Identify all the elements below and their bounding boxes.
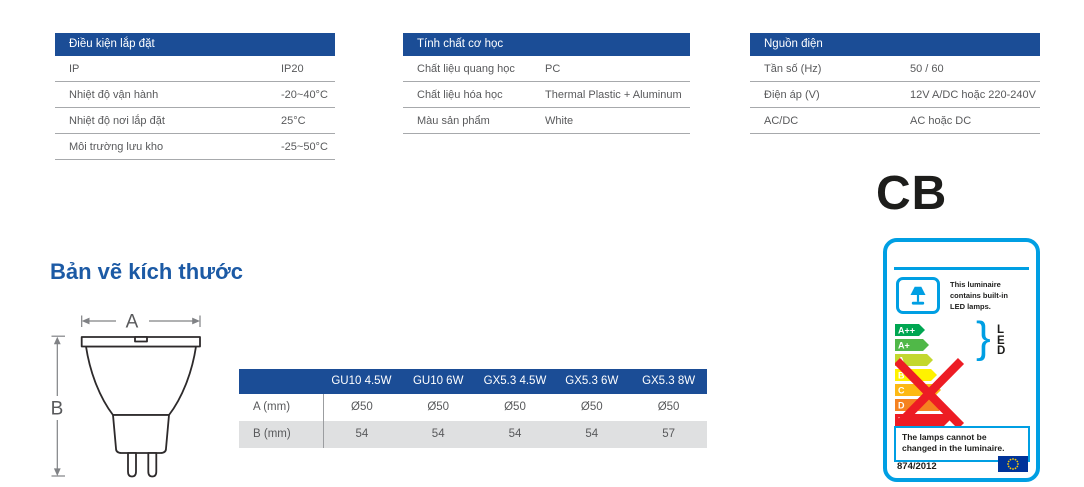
table-mechanical-properties: Tính chất cơ học Chất liệu quang học PC …	[403, 33, 690, 134]
lamps-note: The lamps cannot be changed in the lumin…	[894, 426, 1030, 462]
class-letter: B	[898, 371, 905, 381]
led-letter: E	[997, 334, 1005, 347]
table-row: Nhiệt độ nơi lắp đặt 25°C	[55, 108, 335, 134]
row-value: 50 / 60	[910, 62, 944, 75]
row-value: IP20	[281, 62, 304, 75]
table-row: Nhiệt độ vận hành -20~40°C	[55, 82, 335, 108]
table-title: Nguồn điện	[750, 33, 1040, 56]
column-header: GX5.3 6W	[565, 375, 619, 387]
table-title: Điều kiện lắp đặt	[55, 33, 335, 56]
dimension-section-title: Bản vẽ kích thước	[50, 259, 243, 284]
led-letter: D	[997, 345, 1006, 357]
cell-value: 57	[662, 428, 675, 440]
row-value: 25°C	[281, 114, 306, 127]
row-label: Màu sản phẩm	[417, 114, 490, 127]
row-value: AC hoặc DC	[910, 114, 972, 127]
row-value: -20~40°C	[281, 88, 328, 101]
row-label: IP	[69, 62, 80, 75]
table-row-b: B (mm) 54 54 54 54 57	[239, 421, 707, 448]
row-label: Nhiệt độ vận hành	[69, 88, 159, 101]
table-row: IP IP20	[55, 56, 335, 82]
cell-value: 54	[508, 428, 522, 440]
dim-label-b: B	[51, 399, 64, 420]
table-row: Môi trường lưu kho -25~50°C	[55, 134, 335, 160]
class-arrow	[895, 324, 925, 336]
class-letter: A++	[898, 326, 915, 336]
table-row: Tần số (Hz) 50 / 60	[750, 56, 1040, 82]
eu-energy-label: This luminaire contains built-in LED lam…	[883, 238, 1040, 482]
luminaire-info-text: This luminaire contains built-in LED lam…	[950, 280, 1008, 311]
column-header: GX5.3 8W	[642, 375, 696, 387]
dimensions-table: GU10 4.5W GU10 6W GX5.3 4.5W GX5.3 6W GX…	[239, 369, 707, 448]
class-arrow	[895, 339, 929, 351]
cell-value: Ø50	[427, 401, 450, 413]
table-row-a: A (mm) Ø50 Ø50 Ø50 Ø50 Ø50	[239, 394, 707, 421]
luminaire-icon-box	[896, 277, 940, 314]
class-letter: C	[898, 386, 905, 396]
column-header	[239, 369, 323, 394]
cell-value: Ø50	[580, 401, 603, 413]
label-divider	[894, 267, 1029, 270]
class-letter: D	[898, 401, 905, 411]
row-value: PC	[545, 62, 561, 75]
row-value: -25~50°C	[281, 140, 328, 153]
lamp-outline	[80, 336, 201, 478]
column-header: GU10 4.5W	[331, 375, 392, 387]
dim-label-a: A	[126, 312, 139, 333]
row-label: Môi trường lưu kho	[69, 140, 164, 153]
row-label: AC/DC	[764, 114, 799, 127]
class-letter: A+	[898, 341, 910, 351]
table-power-source: Nguồn điện Tần số (Hz) 50 / 60 Điện áp (…	[750, 33, 1040, 134]
row-label: Điện áp (V)	[764, 88, 820, 101]
led-brace: }	[976, 313, 991, 362]
row-value: 12V A/DC hoặc 220-240V	[910, 88, 1036, 101]
column-header: GU10 6W	[412, 375, 464, 387]
cell-value: Ø50	[504, 401, 526, 413]
row-value: Thermal Plastic + Aluminum	[545, 88, 682, 101]
red-cross-icon	[895, 358, 965, 428]
column-header: GX5.3 4.5W	[483, 375, 547, 387]
energy-class-arrows: A++ A+ A B C D E	[895, 324, 965, 428]
row-label: B (mm)	[253, 428, 291, 440]
row-label: Nhiệt độ nơi lắp đặt	[69, 114, 165, 127]
led-letter: L	[997, 324, 1005, 336]
led-letters: L E D	[997, 325, 1005, 357]
table-row: Chất liệu hóa học Thermal Plastic + Alum…	[403, 82, 690, 108]
cell-value: Ø50	[323, 394, 400, 421]
row-label: Chất liệu hóa học	[417, 88, 503, 101]
cell-value: 54	[323, 421, 400, 448]
dimension-arrowheads	[53, 317, 200, 476]
table-row: Chất liệu quang học PC	[403, 56, 690, 82]
lamp-dimension-diagram: A B	[51, 312, 201, 478]
table-row: Điện áp (V) 12V A/DC hoặc 220-240V	[750, 82, 1040, 108]
cell-value: 54	[431, 428, 445, 440]
table-row: Màu sản phẩm White	[403, 108, 690, 134]
eu-flag-icon	[998, 456, 1028, 472]
table-title: Tính chất cơ học	[403, 33, 690, 56]
table-row: AC/DC AC hoặc DC	[750, 108, 1040, 134]
table-lamp-icon	[910, 286, 926, 305]
row-value: White	[545, 114, 574, 127]
row-label: Tần số (Hz)	[764, 62, 822, 75]
row-label: Chất liệu quang học	[417, 62, 515, 75]
cb-certification-mark: CB	[876, 167, 948, 220]
cell-value: Ø50	[657, 401, 680, 413]
table-installation-conditions: Điều kiện lắp đặt IP IP20 Nhiệt độ vận h…	[55, 33, 335, 160]
dimensions-table-header: GU10 4.5W GU10 6W GX5.3 4.5W GX5.3 6W GX…	[239, 369, 707, 394]
row-label: A (mm)	[253, 401, 291, 413]
cell-value: 54	[585, 428, 599, 440]
regulation-number: 874/2012	[897, 461, 937, 472]
